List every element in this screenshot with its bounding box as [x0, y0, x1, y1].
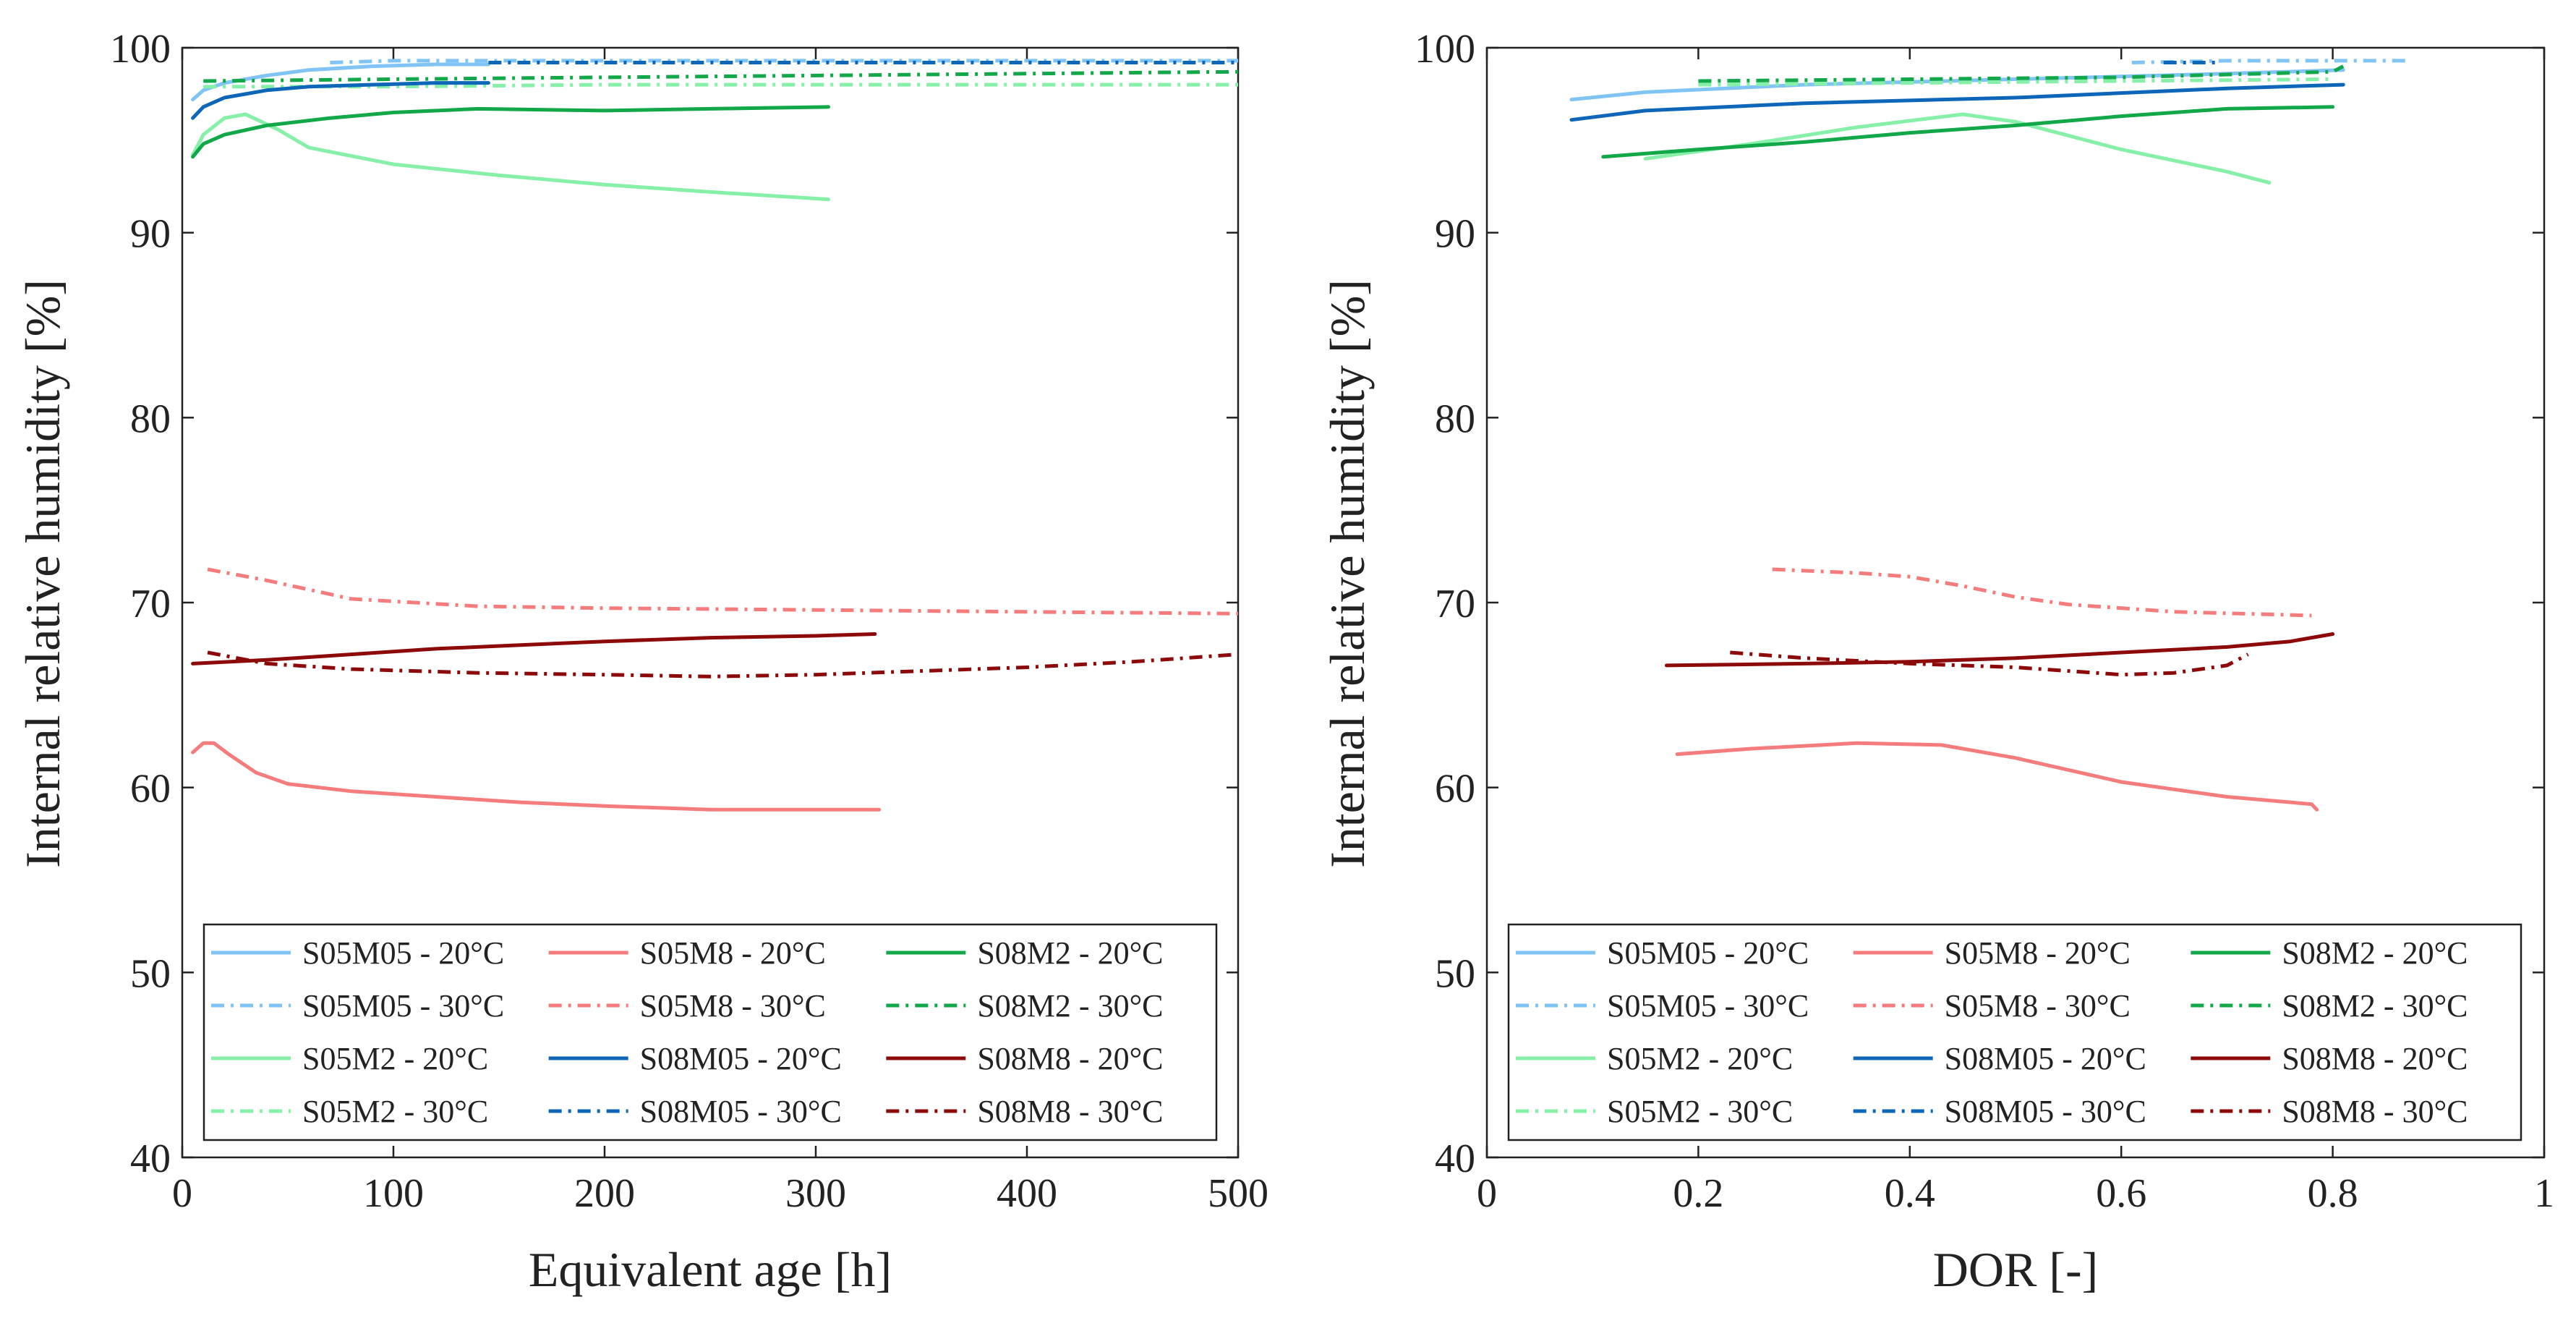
right-legend-label-s05m05-20c: S05M05 - 20°C	[1607, 935, 1809, 971]
left-legend-label-s08m05-30c: S08M05 - 30°C	[640, 1094, 842, 1129]
right-y-tick-label: 60	[1435, 767, 1475, 812]
left-series-s08m05-20c	[191, 81, 490, 120]
left-x-tick-label: 0	[172, 1171, 192, 1216]
right-legend-label-s05m2-20c: S05M2 - 20°C	[1607, 1041, 1793, 1076]
left-legend-box	[202, 923, 1218, 1141]
left-x-tick-label: 500	[1208, 1171, 1268, 1216]
right-x-tick-label: 0.6	[2096, 1171, 2146, 1216]
left-y-tick-label: 90	[130, 212, 171, 257]
left-legend-label-s08m2-30c: S08M2 - 30°C	[977, 988, 1163, 1024]
left-y-tick-label: 70	[130, 582, 171, 626]
left-legend-label-s05m2-30c: S05M2 - 30°C	[302, 1094, 488, 1129]
left-series-s08m2-20c	[191, 105, 830, 159]
right-series-s08m2-20c	[1601, 105, 2335, 159]
right-legend-label-s05m8-20c: S05M8 - 20°C	[1945, 935, 2131, 971]
right-series-s05m2-30c	[1698, 77, 2333, 87]
left-x-tick-label: 300	[785, 1171, 846, 1216]
right-legend-label-s08m2-20c: S08M2 - 20°C	[2282, 935, 2468, 971]
left-legend-label-s08m8-30c: S08M8 - 30°C	[977, 1094, 1163, 1129]
left-y-tick-label: 50	[130, 951, 171, 996]
right-y-axis-title: Internal relative humidity [%]	[1320, 279, 1375, 868]
left-series-s08m8-30c	[207, 650, 1238, 679]
right-x-tick-label: 0.8	[2308, 1171, 2358, 1216]
right-x-axis-title: DOR [-]	[1933, 1242, 2099, 1297]
right-legend-label-s05m2-30c: S05M2 - 30°C	[1607, 1094, 1793, 1129]
right-legend-label-s08m2-30c: S08M2 - 30°C	[2282, 988, 2468, 1024]
left-series-s05m2-20c	[191, 112, 830, 202]
right-x-tick-label: 0.4	[1885, 1171, 1935, 1216]
right-y-tick-label: 100	[1415, 27, 1475, 72]
left-y-tick-label: 40	[130, 1136, 171, 1181]
left-series-s05m2-30c	[203, 82, 1238, 89]
right-y-tick-label: 40	[1435, 1136, 1475, 1181]
left-y-tick-label: 100	[110, 27, 171, 72]
right-series-s05m05-30c	[2131, 59, 2407, 64]
right-legend-label-s05m05-30c: S05M05 - 30°C	[1607, 988, 1809, 1024]
right-y-tick-label: 80	[1435, 396, 1475, 441]
left-legend-label-s05m2-20c: S05M2 - 20°C	[302, 1041, 488, 1076]
right-x-tick-label: 0	[1477, 1171, 1497, 1216]
left-x-axis-title: Equivalent age [h]	[529, 1242, 892, 1297]
left-series-s05m05-20c	[191, 62, 490, 102]
right-series-s05m8-20c	[1675, 741, 2319, 812]
left-series-s05m8-30c	[207, 567, 1238, 616]
right-legend-label-s08m05-30c: S08M05 - 30°C	[1945, 1094, 2146, 1129]
right-legend-label-s05m8-30c: S05M8 - 30°C	[1945, 988, 2131, 1024]
left-legend-label-s05m05-30c: S05M05 - 30°C	[302, 988, 504, 1024]
right-series-s08m05-20c	[1569, 82, 2345, 122]
right-series-s05m2-20c	[1643, 112, 2272, 185]
right-series-s08m8-20c	[1665, 632, 2335, 668]
right-chart-dor: 0 0.2 0.4 0.6 0.8 1 40 50 60 70 80 90 100 DOR [-] Inte…	[1320, 27, 2554, 1297]
right-legend-label-s08m05-20c: S08M05 - 20°C	[1945, 1041, 2146, 1076]
left-legend-label-s05m8-30c: S05M8 - 30°C	[640, 988, 826, 1024]
right-legend-label-s08m8-20c: S08M8 - 20°C	[2282, 1041, 2468, 1076]
right-legend-box	[1507, 923, 2522, 1141]
right-legend-label-s08m8-30c: S08M8 - 30°C	[2282, 1094, 2468, 1129]
right-y-tick-label: 50	[1435, 951, 1475, 996]
right-series-s08m8-30c	[1730, 650, 2249, 677]
right-series-s08m2-30c	[1698, 64, 2345, 83]
left-series-s08m2-30c	[203, 69, 1238, 83]
left-x-tick-label: 200	[574, 1171, 635, 1216]
right-y-tick-label: 70	[1435, 582, 1475, 626]
left-legend-label-s08m2-20c: S08M2 - 20°C	[977, 935, 1163, 971]
right-x-tick-label: 0.2	[1673, 1171, 1723, 1216]
left-legend-label-s05m8-20c: S05M8 - 20°C	[640, 935, 826, 971]
right-y-tick-label: 90	[1435, 212, 1475, 257]
left-chart-equivalent-age: 0 100 200 300 400 500 40 50 60 70 80 90 100 Equivalen…	[15, 27, 1268, 1297]
left-legend-label-s05m05-20c: S05M05 - 20°C	[302, 935, 504, 971]
left-legend: S05M05 - 20°C S05M05 - 30°C S05M2 - 20°C S0…	[202, 923, 1218, 1141]
right-series-s05m8-30c	[1772, 567, 2312, 618]
left-y-tick-label: 80	[130, 396, 171, 441]
left-y-axis-title: Internal relative humidity [%]	[15, 279, 70, 868]
left-series-s05m8-20c	[191, 741, 882, 812]
right-x-tick-label: 1	[2534, 1171, 2554, 1216]
left-legend-label-s08m8-20c: S08M8 - 20°C	[977, 1041, 1163, 1076]
left-x-tick-label: 100	[363, 1171, 424, 1216]
left-legend-label-s08m05-20c: S08M05 - 20°C	[640, 1041, 842, 1076]
left-y-tick-label: 60	[130, 767, 171, 812]
left-x-tick-label: 400	[997, 1171, 1057, 1216]
left-series-s05m05-30c	[330, 59, 1238, 64]
right-legend: S05M05 - 20°C S05M05 - 30°C S05M2 - 20°C S0…	[1507, 923, 2522, 1141]
left-series-s08m8-20c	[191, 632, 877, 666]
